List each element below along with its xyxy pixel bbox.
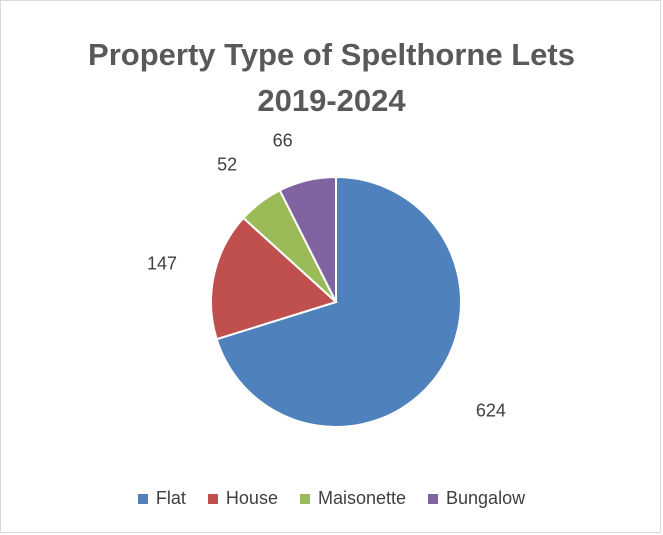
pie-slice-flat bbox=[215, 175, 462, 428]
chart-title-line: 2019-2024 bbox=[257, 83, 406, 118]
legend-item-maisonette: Maisonette bbox=[299, 488, 407, 509]
data-label-maisonette: 52 bbox=[217, 155, 237, 175]
legend-swatch bbox=[428, 493, 439, 504]
data-label-house: 147 bbox=[147, 253, 177, 273]
legend-label: House bbox=[225, 488, 278, 508]
legend-item-house: House bbox=[207, 488, 278, 509]
legend-label: Flat bbox=[155, 488, 186, 508]
chart-legend: Flat House Maisonette Bungalow bbox=[0, 488, 663, 509]
legend-item-flat: Flat bbox=[137, 488, 186, 509]
data-label-bungalow: 66 bbox=[273, 131, 293, 151]
legend-item-bungalow: Bungalow bbox=[428, 488, 525, 509]
legend-swatch bbox=[299, 493, 310, 504]
data-label-flat: 624 bbox=[476, 401, 506, 421]
pie-slice-bungalow bbox=[278, 175, 337, 303]
legend-swatch bbox=[137, 493, 148, 504]
chart-title-line: Property Type of Spelthorne Lets bbox=[88, 37, 575, 72]
legend-swatch bbox=[207, 493, 218, 504]
legend-label: Bungalow bbox=[446, 488, 526, 508]
pie-slice-house bbox=[209, 216, 338, 341]
legend-label: Maisonette bbox=[317, 488, 407, 508]
chart-title: Property Type of Spelthorne Lets 2019-202… bbox=[0, 32, 663, 124]
pie-slices bbox=[209, 175, 462, 428]
pie-data-labels: 624 147 52 66 bbox=[147, 131, 506, 421]
